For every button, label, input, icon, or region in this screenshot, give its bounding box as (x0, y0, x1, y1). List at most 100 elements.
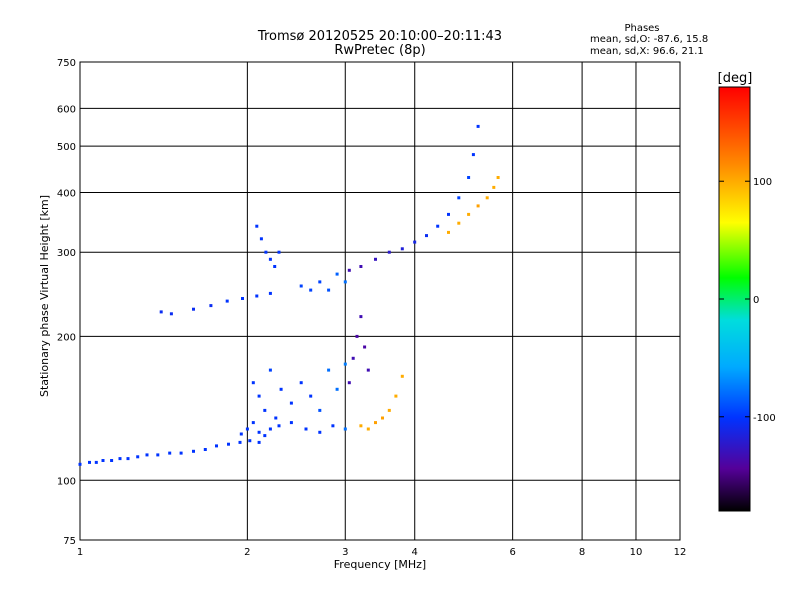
data-point (263, 434, 267, 438)
x-tick-label: 2 (244, 547, 250, 558)
grid-lines (80, 62, 680, 540)
data-point (457, 196, 461, 200)
data-point (347, 381, 351, 385)
data-point (318, 280, 322, 284)
data-point (251, 381, 255, 385)
data-point (101, 459, 105, 462)
y-axis-label: Stationary phase Virtual Height [km] (38, 195, 51, 397)
colorbar-tick-label: -100 (753, 413, 776, 424)
data-point (259, 237, 263, 241)
x-axis-label: Frequency [MHz] (334, 558, 426, 571)
colorbar (718, 86, 751, 512)
x-tick-label: 8 (579, 547, 585, 558)
data-point (476, 124, 480, 128)
y-tick-label: 750 (57, 58, 76, 69)
data-point (136, 455, 140, 459)
data-point (241, 297, 244, 300)
data-point (110, 459, 114, 462)
data-point (203, 448, 207, 451)
y-tick-label: 300 (57, 248, 76, 259)
data-point (327, 368, 331, 372)
data-point (347, 268, 351, 272)
data-point (263, 408, 267, 412)
data-point (118, 457, 122, 461)
data-point (239, 432, 243, 436)
colorbar-tick-label: 0 (753, 295, 759, 306)
data-point (496, 176, 500, 179)
phases-o-line: mean, sd,O: -87.6, 15.8 (590, 34, 708, 45)
data-point (425, 234, 428, 238)
data-point (351, 356, 355, 360)
data-point (394, 394, 398, 398)
data-point (215, 444, 218, 448)
data-point (192, 449, 195, 453)
data-point (331, 424, 335, 428)
data-point (225, 299, 229, 303)
data-point (299, 381, 303, 385)
data-point (227, 442, 230, 446)
data-point (374, 421, 377, 425)
data-point (413, 240, 417, 244)
data-point (304, 427, 308, 431)
data-point (299, 284, 303, 288)
data-point (88, 460, 91, 464)
data-point (268, 427, 272, 431)
data-point (273, 265, 277, 268)
x-tick-label: 10 (630, 547, 643, 558)
data-point (436, 224, 440, 228)
data-point (467, 212, 471, 216)
y-tick-label: 600 (57, 104, 76, 115)
data-point (274, 416, 278, 420)
data-point (343, 427, 347, 431)
data-point (366, 427, 370, 431)
phases-heading: Phases (624, 23, 659, 34)
data-point (238, 440, 242, 444)
y-tick-label: 400 (57, 188, 76, 199)
chart-title: Tromsø 20120525 20:10:00–20:11:43 (257, 29, 502, 44)
data-point (94, 460, 98, 464)
x-tick-label: 3 (342, 547, 348, 558)
data-point (277, 424, 281, 428)
data-point (447, 230, 450, 234)
data-point (476, 204, 480, 208)
data-point (145, 453, 149, 457)
data-point (309, 288, 313, 292)
x-tick-label: 12 (674, 547, 687, 558)
phases-x-line: mean, sd,X: 96.6, 21.1 (590, 46, 704, 57)
colorbar-ticks: 100 0 -100 (719, 177, 776, 424)
data-point (374, 257, 377, 261)
data-point (168, 451, 172, 455)
data-point (359, 424, 363, 428)
y-tick-label: 100 (57, 476, 76, 487)
data-point (179, 451, 183, 455)
data-point (268, 257, 272, 261)
data-point (251, 421, 255, 425)
data-point (248, 439, 252, 443)
y-tick-label: 500 (57, 142, 76, 153)
data-point (209, 304, 213, 308)
x-tick-label: 6 (509, 547, 515, 558)
data-point (366, 368, 370, 372)
data-point (289, 401, 293, 405)
plot-frame (79, 61, 681, 541)
data-point (467, 176, 471, 179)
data-point (485, 196, 489, 200)
data-point (343, 362, 347, 366)
data-point (156, 453, 160, 457)
data-point (257, 394, 261, 398)
data-point (257, 440, 261, 444)
data-point (264, 250, 268, 254)
data-point (279, 387, 283, 391)
data-point (268, 291, 272, 295)
data-point (363, 345, 367, 349)
data-point (126, 457, 130, 461)
data-point (255, 224, 259, 228)
chart-subtitle: RwPretec (8p) (334, 43, 425, 58)
x-tick-label: 4 (412, 547, 418, 558)
y-tick-label: 75 (63, 536, 76, 547)
y-tick-label: 200 (57, 332, 76, 343)
data-point (359, 265, 363, 268)
colorbar-tick-label: 100 (753, 177, 772, 188)
